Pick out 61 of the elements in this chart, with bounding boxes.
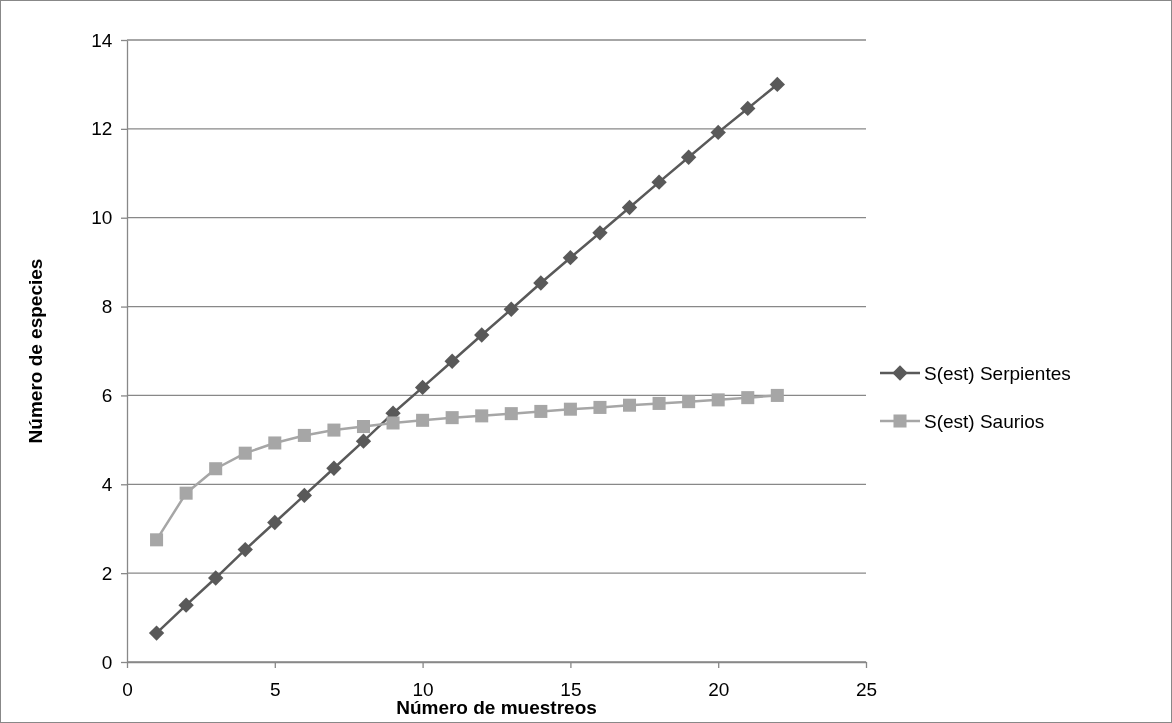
x-tick-label: 10	[412, 678, 434, 700]
point	[386, 416, 400, 430]
point	[179, 486, 193, 500]
point	[533, 275, 549, 291]
point	[475, 409, 489, 423]
legend-label: S(est) Saurios	[924, 410, 1045, 432]
x-tick-label: 15	[560, 678, 582, 700]
point	[209, 462, 223, 476]
point	[326, 460, 342, 476]
point	[445, 411, 459, 425]
point	[414, 379, 431, 396]
y-tick-label: 2	[101, 562, 113, 584]
x-tick-label: 20	[708, 678, 730, 700]
y-tick-label: 14	[91, 29, 113, 51]
y-tick-label: 0	[101, 651, 113, 673]
y-tick-label: 12	[91, 118, 113, 140]
point	[592, 225, 608, 241]
point	[682, 395, 696, 409]
point	[148, 625, 165, 641]
point	[356, 420, 370, 434]
point	[680, 149, 697, 165]
point	[652, 396, 666, 410]
point	[355, 433, 372, 449]
point	[651, 174, 667, 190]
y-tick-label: 8	[101, 296, 113, 318]
point	[327, 423, 341, 437]
point	[503, 301, 519, 317]
point	[208, 570, 224, 586]
point	[563, 402, 577, 416]
point	[740, 100, 756, 117]
point	[178, 597, 194, 613]
x-tick-label: 0	[122, 678, 133, 700]
point	[710, 124, 726, 141]
legend-label: S(est) Serpientes	[924, 362, 1071, 384]
y-tick-label: 4	[101, 473, 113, 495]
point	[769, 76, 785, 93]
point	[741, 391, 755, 405]
point	[593, 400, 607, 414]
x-tick-label: 5	[270, 678, 281, 700]
point	[623, 398, 637, 412]
point	[150, 533, 164, 547]
x-tick-label: 25	[855, 678, 878, 700]
y-tick-label: 6	[101, 385, 113, 407]
point	[621, 199, 638, 216]
point	[504, 407, 518, 421]
point	[267, 514, 283, 531]
point	[562, 250, 579, 266]
point	[711, 393, 725, 407]
point	[238, 446, 252, 460]
y-tick-label: 10	[91, 207, 113, 229]
point	[534, 404, 548, 418]
point	[770, 388, 784, 402]
x-axis-title: Número de muestreos	[396, 697, 597, 718]
y-axis-title: Número de especies	[25, 258, 46, 444]
point	[416, 413, 430, 427]
point	[268, 436, 282, 450]
point	[237, 541, 253, 558]
point	[296, 487, 313, 504]
point	[444, 353, 460, 369]
point	[474, 327, 490, 343]
point	[297, 428, 311, 442]
